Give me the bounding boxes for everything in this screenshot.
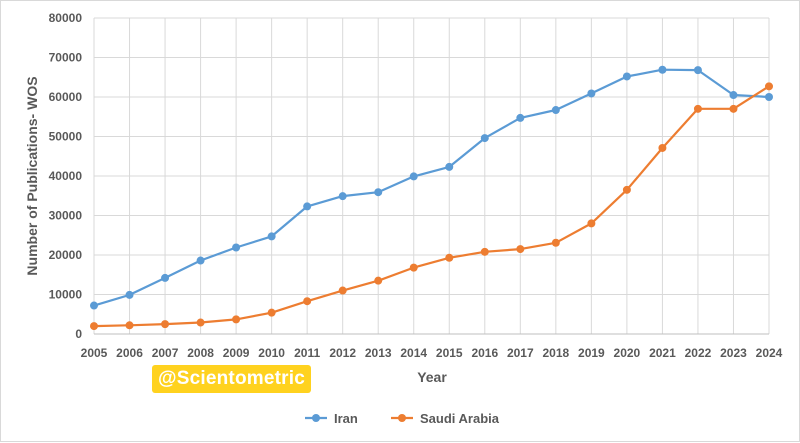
- y-tick-label: 20000: [49, 248, 83, 262]
- data-point: [622, 185, 631, 194]
- x-axis-title: Year: [417, 369, 447, 385]
- data-point: [90, 301, 98, 310]
- data-point: [267, 232, 276, 241]
- data-point: [232, 243, 241, 252]
- x-tick-label: 2018: [542, 346, 569, 360]
- x-tick-label: 2024: [756, 346, 783, 360]
- x-tick-label: 2022: [685, 346, 712, 360]
- data-point: [551, 106, 560, 115]
- data-point: [374, 188, 383, 197]
- data-point: [765, 93, 773, 101]
- x-tick-label: 2016: [471, 346, 498, 360]
- data-point: [516, 245, 525, 254]
- data-point: [303, 297, 312, 306]
- data-point: [409, 172, 418, 181]
- x-tick-label: 2008: [187, 346, 214, 360]
- x-tick-label: 2019: [578, 346, 605, 360]
- data-point: [196, 318, 205, 327]
- y-tick-label: 50000: [49, 130, 83, 144]
- legend-marker: [312, 414, 320, 422]
- data-point: [161, 273, 170, 282]
- x-tick-label: 2017: [507, 346, 534, 360]
- data-point: [409, 263, 418, 272]
- x-tick-label: 2009: [223, 346, 250, 360]
- data-point: [658, 65, 667, 74]
- data-point: [196, 256, 205, 265]
- legend-label: Saudi Arabia: [420, 411, 500, 426]
- data-point: [338, 192, 347, 201]
- data-point: [516, 113, 525, 122]
- data-point: [232, 315, 241, 324]
- x-tick-label: 2021: [649, 346, 676, 360]
- y-tick-label: 70000: [49, 51, 83, 65]
- data-point: [338, 286, 347, 295]
- data-point: [161, 320, 170, 329]
- data-point: [267, 308, 276, 317]
- x-tick-label: 2010: [258, 346, 285, 360]
- data-point: [374, 276, 383, 285]
- y-tick-label: 0: [75, 327, 82, 341]
- y-axis-title: Number of Publications- WOS: [24, 76, 40, 275]
- x-tick-label: 2013: [365, 346, 392, 360]
- data-point: [693, 104, 702, 113]
- data-point: [587, 219, 596, 228]
- y-tick-label: 80000: [49, 11, 83, 25]
- x-tick-label: 2020: [614, 346, 641, 360]
- data-point: [445, 162, 454, 171]
- data-point: [125, 290, 134, 299]
- series-line: [93, 68, 770, 307]
- x-tick-label: 2006: [116, 346, 143, 360]
- data-point: [303, 202, 312, 211]
- data-point: [480, 134, 489, 143]
- data-point: [125, 321, 134, 330]
- data-point: [551, 238, 560, 247]
- legend-label: Iran: [334, 411, 358, 426]
- series-line: [93, 85, 770, 328]
- y-tick-label: 10000: [49, 288, 83, 302]
- x-tick-label: 2012: [329, 346, 356, 360]
- y-tick-label: 30000: [49, 209, 83, 223]
- data-point: [480, 247, 489, 256]
- x-tick-label: 2011: [294, 346, 320, 360]
- y-tick-label: 40000: [49, 169, 83, 183]
- data-point: [693, 66, 702, 75]
- x-tick-label: 2015: [436, 346, 463, 360]
- x-tick-label: 2014: [400, 346, 427, 360]
- data-point: [729, 91, 738, 100]
- watermark-badge: @Scientometric: [152, 365, 311, 393]
- data-point: [445, 253, 454, 262]
- data-point: [587, 89, 596, 98]
- data-point: [765, 82, 773, 91]
- x-tick-label: 2023: [720, 346, 747, 360]
- data-point: [90, 322, 98, 331]
- y-tick-label: 60000: [49, 90, 83, 104]
- x-tick-label: 2005: [81, 346, 108, 360]
- data-point: [729, 104, 738, 113]
- data-point: [658, 143, 667, 152]
- data-point: [622, 72, 631, 81]
- legend-marker: [398, 414, 406, 422]
- x-tick-label: 2007: [152, 346, 179, 360]
